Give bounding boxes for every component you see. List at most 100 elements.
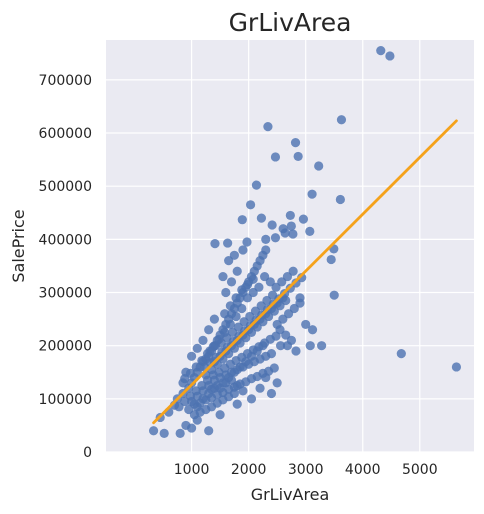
data-point	[204, 426, 214, 436]
data-point	[148, 426, 159, 436]
data-point	[293, 151, 303, 162]
y-axis-label: SalePrice	[9, 209, 28, 282]
data-point	[246, 394, 257, 404]
data-point	[266, 388, 277, 399]
x-tick-label: 4000	[345, 462, 381, 478]
data-point	[225, 319, 235, 330]
data-point	[267, 220, 277, 230]
x-tick-label: 5000	[402, 462, 438, 478]
data-point	[263, 122, 273, 132]
data-point	[238, 386, 248, 396]
data-point	[314, 161, 324, 171]
data-point	[232, 266, 242, 276]
data-point	[191, 362, 201, 372]
x-tick-label: 3000	[288, 462, 324, 478]
data-point	[248, 274, 258, 284]
data-point	[272, 378, 282, 388]
data-point	[376, 46, 386, 56]
data-point	[297, 273, 307, 283]
data-point	[232, 399, 242, 409]
data-point	[317, 341, 327, 351]
data-point	[285, 210, 295, 221]
data-point	[301, 319, 311, 330]
data-point	[231, 311, 241, 322]
data-point	[251, 180, 262, 190]
data-point	[223, 238, 233, 248]
x-tick-label: 2000	[231, 462, 267, 478]
data-point	[329, 290, 339, 300]
data-point	[209, 314, 220, 324]
data-point	[192, 343, 202, 353]
data-point	[261, 245, 271, 255]
data-point	[336, 115, 347, 125]
data-point	[220, 309, 230, 319]
plot-background	[106, 40, 474, 452]
data-point	[181, 420, 191, 431]
data-point	[298, 214, 309, 224]
x-tick-labels: 1000 2000 3000 4000 5000	[174, 462, 438, 478]
data-point	[245, 200, 256, 210]
data-point	[204, 325, 214, 335]
data-point	[270, 233, 281, 243]
data-point	[260, 271, 270, 282]
y-tick-label: 200000	[39, 339, 92, 355]
y-tick-label: 700000	[39, 73, 92, 89]
data-point	[197, 355, 207, 366]
data-point	[215, 410, 225, 420]
data-point	[221, 287, 231, 298]
data-point	[451, 362, 462, 372]
data-point	[226, 277, 237, 287]
data-point	[202, 349, 213, 359]
data-point	[275, 341, 286, 351]
data-point	[335, 194, 345, 205]
y-tick-label: 400000	[39, 232, 92, 248]
data-point	[229, 388, 239, 399]
data-point	[198, 335, 208, 345]
regression-line	[152, 119, 458, 425]
chart-title: GrLivArea	[229, 8, 352, 37]
data-point	[242, 293, 253, 303]
data-point	[242, 237, 252, 247]
data-point	[288, 266, 298, 276]
data-point	[229, 250, 239, 260]
data-point	[225, 301, 235, 311]
data-point	[218, 271, 228, 282]
data-point	[305, 341, 315, 351]
data-point	[280, 228, 290, 238]
data-point	[269, 363, 279, 373]
x-axis-label: GrLivArea	[251, 485, 330, 504]
data-point	[286, 221, 296, 231]
data-point	[220, 327, 230, 337]
data-point	[307, 189, 317, 199]
data-point	[295, 298, 305, 308]
data-point	[174, 402, 184, 412]
data-point	[307, 325, 318, 335]
grid	[106, 40, 474, 453]
data-points	[148, 46, 462, 438]
data-point	[180, 374, 190, 384]
data-point	[291, 346, 301, 356]
y-tick-label: 100000	[39, 392, 92, 408]
data-point	[256, 213, 267, 223]
data-point	[186, 351, 197, 361]
data-point	[206, 384, 217, 394]
y-tick-label: 300000	[39, 286, 92, 302]
data-point	[290, 138, 301, 148]
data-point	[238, 245, 248, 255]
data-point	[305, 226, 315, 236]
data-point	[288, 229, 298, 239]
y-tick-labels: 0 100000 200000 300000 400000 500000 600000 700…	[39, 73, 92, 461]
data-point	[266, 349, 277, 359]
y-tick-label: 600000	[39, 126, 92, 142]
data-point	[326, 254, 336, 265]
data-point	[210, 239, 220, 249]
data-point	[237, 303, 247, 314]
x-tick-label: 1000	[174, 462, 210, 478]
data-point	[208, 342, 218, 352]
data-point	[237, 215, 247, 225]
data-point	[255, 383, 265, 393]
data-point	[261, 234, 271, 244]
y-tick-label: 500000	[39, 179, 92, 195]
data-point	[385, 51, 395, 61]
